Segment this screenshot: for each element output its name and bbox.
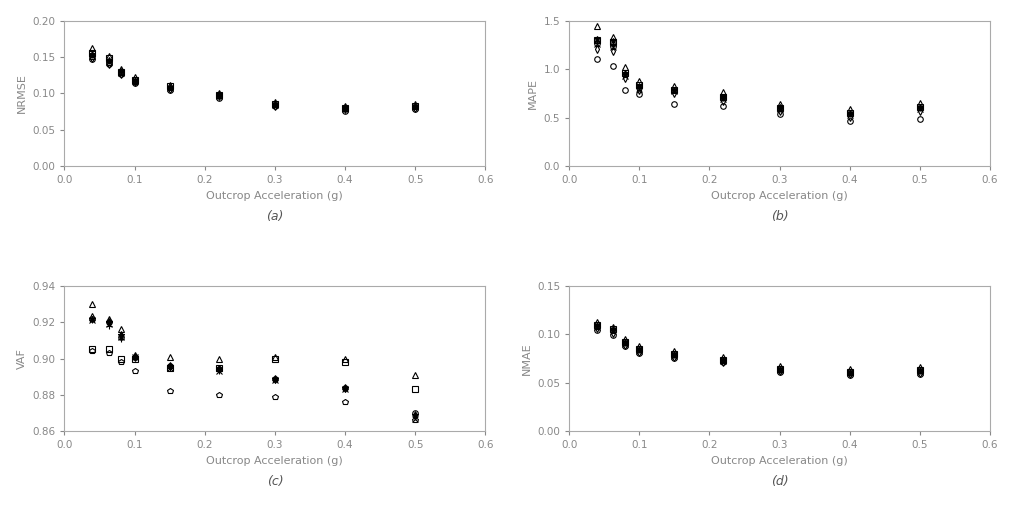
- Y-axis label: VAF: VAF: [16, 348, 26, 369]
- X-axis label: Outcrop Acceleration (g): Outcrop Acceleration (g): [206, 456, 343, 466]
- X-axis label: Outcrop Acceleration (g): Outcrop Acceleration (g): [206, 191, 343, 201]
- Y-axis label: NRMSE: NRMSE: [16, 74, 26, 113]
- X-axis label: Outcrop Acceleration (g): Outcrop Acceleration (g): [712, 456, 848, 466]
- X-axis label: Outcrop Acceleration (g): Outcrop Acceleration (g): [712, 191, 848, 201]
- Text: (b): (b): [770, 210, 789, 223]
- Text: (a): (a): [266, 210, 283, 223]
- Text: (d): (d): [770, 475, 789, 488]
- Y-axis label: MAPE: MAPE: [528, 78, 538, 109]
- Text: (c): (c): [267, 475, 283, 488]
- Y-axis label: NMAE: NMAE: [522, 342, 532, 375]
